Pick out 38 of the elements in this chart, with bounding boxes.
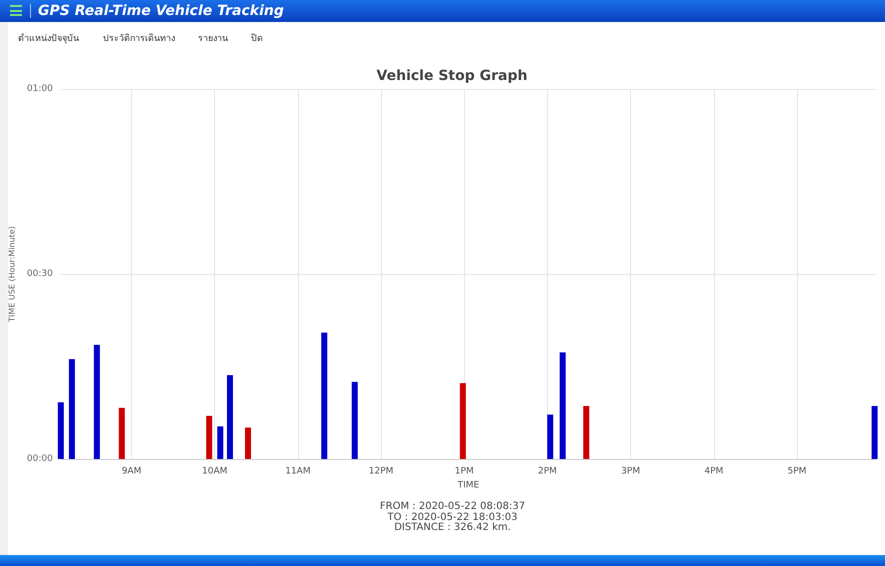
x-tick-label: 3PM bbox=[621, 466, 640, 476]
bar bbox=[872, 406, 878, 459]
text: FROM : 2020-05-22 08:08:37 bbox=[378, 501, 526, 512]
text: ปิด bbox=[251, 32, 263, 45]
x-tick-label: 11AM bbox=[285, 466, 311, 476]
bar bbox=[118, 408, 125, 459]
bar bbox=[244, 428, 251, 459]
bar bbox=[206, 416, 212, 459]
y-tick-label: 00:00 bbox=[26, 454, 54, 464]
bar bbox=[58, 402, 64, 459]
bar bbox=[226, 375, 233, 459]
bar bbox=[68, 359, 75, 459]
x-tick-label: 5PM bbox=[788, 466, 806, 476]
x-tick-label: 12PM bbox=[368, 466, 394, 476]
x-tick-label: 1PM bbox=[454, 466, 474, 476]
text: DISTANCE : 326.42 km. bbox=[393, 522, 512, 534]
x-tick-label: 9AM bbox=[122, 466, 142, 476]
text: ประวัติการเดินทาง bbox=[103, 32, 175, 45]
bar bbox=[547, 414, 554, 459]
y-tick-label: 01:00 bbox=[26, 84, 54, 94]
bar bbox=[460, 383, 466, 459]
bar bbox=[94, 344, 100, 459]
x-tick-label: 4PM bbox=[704, 466, 724, 476]
chart-title: Vehicle Stop Graph bbox=[376, 68, 528, 84]
text: TO : 2020-05-22 18:03:03 bbox=[386, 512, 518, 522]
y-tick-label: 00:30 bbox=[26, 269, 54, 279]
bar bbox=[583, 406, 590, 459]
bar bbox=[321, 332, 328, 459]
text: รายงาน bbox=[198, 33, 228, 45]
bar bbox=[217, 426, 224, 459]
bar bbox=[560, 352, 566, 459]
text: ตำแหน่งปัจจุบัน bbox=[18, 32, 79, 45]
y-axis-title: TIME USE (Hour:Minute) bbox=[8, 226, 16, 323]
x-tick-label: 2PM bbox=[538, 466, 557, 476]
x-tick-label: 10AM bbox=[202, 466, 228, 476]
bar bbox=[352, 382, 358, 459]
text: GPS Real-Time Vehicle Tracking bbox=[38, 2, 284, 21]
x-axis-title: TIME bbox=[456, 480, 480, 490]
